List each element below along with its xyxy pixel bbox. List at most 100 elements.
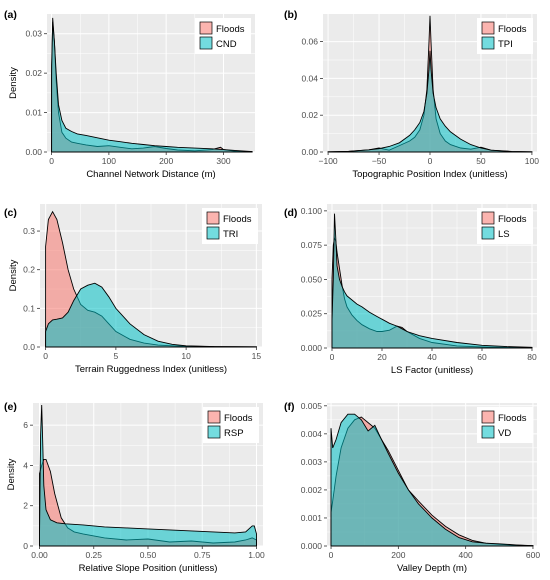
x-axis-title: Channel Network Distance (m) xyxy=(86,169,215,180)
legend-label-vd: VD xyxy=(498,428,511,439)
x-axis-title: Valley Depth (m) xyxy=(397,563,467,574)
panel-d: 0 20 40 60 80 0.000 0.025 0.050 0.075 0.100 LS Fac… xyxy=(284,204,537,376)
x-tick-label: −50 xyxy=(372,156,387,166)
panel-label: (b) xyxy=(284,9,297,21)
x-tick-label: 20 xyxy=(377,352,387,362)
x-tick-label: 300 xyxy=(216,156,230,166)
density-area-rsp xyxy=(39,404,257,547)
legend-label-ls: LS xyxy=(498,229,510,240)
y-tick-label: 0.001 xyxy=(301,513,323,523)
y-tick-label: 0.1 xyxy=(23,303,35,313)
panel-label: (f) xyxy=(284,401,295,413)
legend: Floods VD xyxy=(477,407,533,443)
panel-f: 0 200 400 600 0.000 0.001 0.002 0.003 0.004 0.005… xyxy=(284,401,540,574)
y-tick-label: 0.0 xyxy=(23,342,35,352)
y-tick-label: 0.075 xyxy=(301,240,323,250)
panel-label: (d) xyxy=(284,207,297,219)
x-axis-title: LS Factor (unitless) xyxy=(391,365,473,376)
y-tick-label: 0.000 xyxy=(301,343,323,353)
legend-key-vd xyxy=(481,425,495,439)
density-area-cnd xyxy=(51,21,253,153)
panel-label: (a) xyxy=(4,9,17,21)
x-tick-label: 10 xyxy=(181,351,191,361)
legend: Floods TPI xyxy=(477,18,533,54)
density-area-tpi xyxy=(327,50,533,153)
legend-key-floods xyxy=(199,21,213,35)
panel-c: 0 5 10 15 0.0 0.1 0.2 0.3 Terrain Ruggedness Ind… xyxy=(4,204,262,375)
panel-e: 0.00 0.25 0.50 0.75 1.00 0 2 4 6 Relative Slope P… xyxy=(4,401,265,574)
legend-label-floods: Floods xyxy=(498,214,527,225)
legend: Floods LS xyxy=(477,208,533,244)
y-tick-label: 0.050 xyxy=(301,274,323,284)
x-tick-label: 400 xyxy=(459,550,473,560)
panel-b: −100 −50 0 50 100 0.00 0.02 0.04 0.06 Topographic… xyxy=(284,9,539,180)
legend-key-floods xyxy=(481,410,495,424)
legend-label-tri: TRI xyxy=(223,229,238,240)
y-tick-label: 0.005 xyxy=(301,401,323,411)
legend-label-floods: Floods xyxy=(224,413,253,424)
y-tick-label: 0.06 xyxy=(301,37,318,47)
legend-key-floods xyxy=(481,21,495,35)
x-tick-label: 100 xyxy=(102,156,116,166)
y-tick-label: 0.025 xyxy=(301,309,323,319)
y-tick-label: 2 xyxy=(23,501,28,511)
x-tick-label: 50 xyxy=(476,156,486,166)
x-tick-label: 5 xyxy=(114,351,119,361)
x-tick-label: 0.25 xyxy=(85,550,102,560)
x-tick-label: 100 xyxy=(525,156,539,166)
x-tick-label: 0 xyxy=(49,156,54,166)
y-tick-label: 6 xyxy=(23,420,28,430)
y-tick-label: 0.04 xyxy=(301,73,318,83)
x-tick-label: 15 xyxy=(252,351,262,361)
legend-key-tpi xyxy=(481,36,495,50)
legend-label-rsp: RSP xyxy=(224,428,244,439)
x-tick-label: 40 xyxy=(427,352,437,362)
legend-label-tpi: TPI xyxy=(498,39,513,50)
y-tick-label: 0.00 xyxy=(301,147,318,157)
y-tick-label: 0.2 xyxy=(23,265,35,275)
x-axis-title: Topographic Position Index (unitless) xyxy=(352,169,507,180)
legend: Floods TRI xyxy=(202,208,258,244)
y-axis-title: Density xyxy=(8,259,19,291)
legend-key-floods xyxy=(207,410,221,424)
y-tick-label: 0.01 xyxy=(25,108,42,118)
legend-label-cnd: CND xyxy=(216,39,237,50)
x-tick-label: 0 xyxy=(428,156,433,166)
x-tick-label: 200 xyxy=(159,156,173,166)
density-area-tri xyxy=(45,282,257,348)
x-tick-label: 0.50 xyxy=(140,550,157,560)
legend-label-floods: Floods xyxy=(498,24,527,35)
y-axis-title: Density xyxy=(8,67,19,99)
y-tick-label: 4 xyxy=(23,460,28,470)
density-area-vd xyxy=(330,413,534,547)
legend-key-rsp xyxy=(207,425,221,439)
x-tick-label: 0 xyxy=(43,351,48,361)
x-tick-label: 80 xyxy=(527,352,537,362)
x-axis-title: Relative Slope Position (unitless) xyxy=(79,563,218,574)
legend-key-ls xyxy=(481,226,495,240)
y-tick-label: 0 xyxy=(23,541,28,551)
x-tick-label: 60 xyxy=(477,352,487,362)
x-tick-label: −100 xyxy=(319,156,338,166)
y-tick-label: 0.000 xyxy=(301,541,323,551)
legend: Floods CND xyxy=(195,18,251,54)
legend-label-floods: Floods xyxy=(223,214,252,225)
panel-label: (e) xyxy=(4,401,17,413)
y-tick-label: 0.004 xyxy=(301,429,323,439)
x-tick-label: 600 xyxy=(526,550,540,560)
y-tick-label: 0.03 xyxy=(25,29,42,39)
x-tick-label: 1.00 xyxy=(248,550,265,560)
legend-key-floods xyxy=(481,211,495,225)
density-area-ls xyxy=(331,213,533,349)
x-tick-label: 200 xyxy=(391,550,405,560)
legend-label-floods: Floods xyxy=(498,413,527,424)
legend: Floods RSP xyxy=(203,407,259,443)
y-tick-label: 0.00 xyxy=(25,147,42,157)
y-tick-label: 0.3 xyxy=(23,226,35,236)
y-tick-label: 0.100 xyxy=(301,206,323,216)
legend-key-tri xyxy=(206,226,220,240)
y-tick-label: 0.02 xyxy=(301,110,318,120)
panel-label: (c) xyxy=(4,207,17,219)
y-tick-label: 0.02 xyxy=(25,68,42,78)
